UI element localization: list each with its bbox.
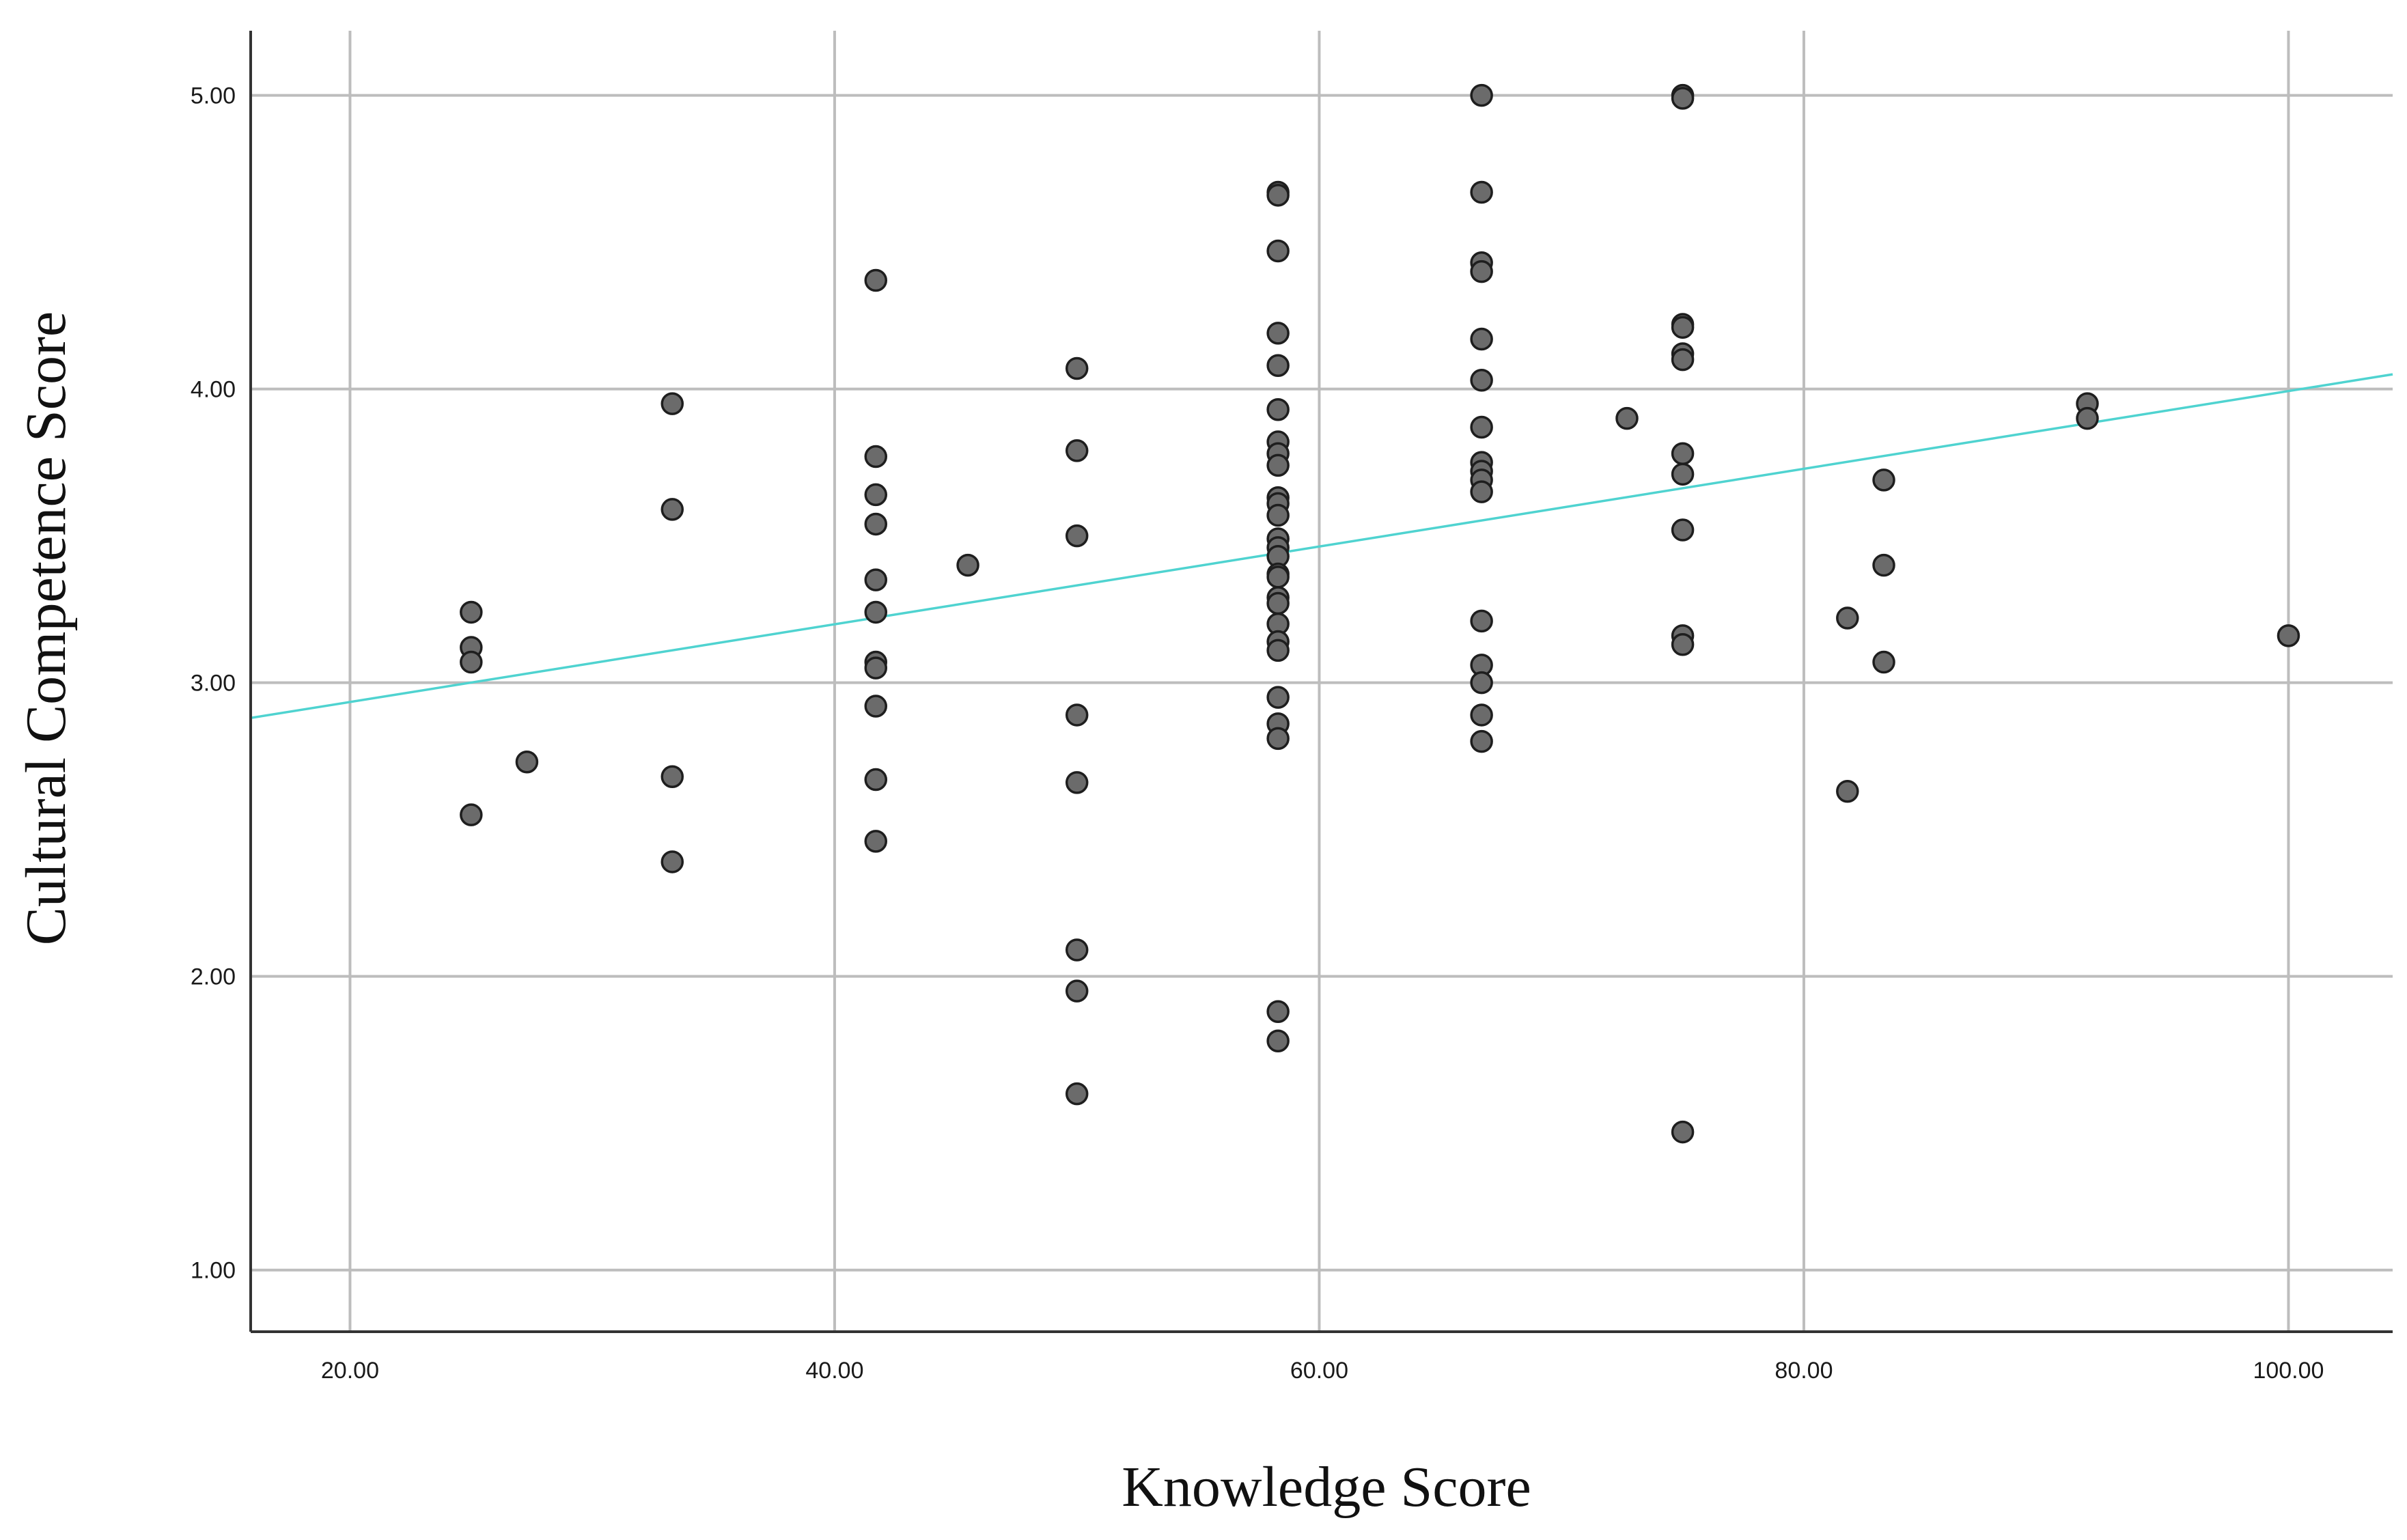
- data-point: [864, 656, 888, 680]
- data-point: [660, 498, 684, 521]
- data-point: [1266, 453, 1290, 477]
- data-point: [1671, 316, 1695, 339]
- data-point: [660, 392, 684, 415]
- y-tick-label: 1.00: [191, 1258, 236, 1284]
- data-point: [1470, 415, 1493, 439]
- data-point: [1266, 686, 1290, 709]
- data-point: [864, 830, 888, 853]
- data-point: [660, 765, 684, 789]
- data-point: [864, 483, 888, 507]
- data-point: [515, 751, 539, 774]
- x-tick-labels: 20.00 40.00 60.00 80.00 100.00: [321, 1358, 2324, 1384]
- data-point: [1266, 1000, 1290, 1024]
- data-point: [1615, 406, 1639, 430]
- y-tick-labels: 1.00 2.00 3.00 4.00 5.00: [191, 83, 236, 1284]
- x-tick-label: 100.00: [2253, 1358, 2324, 1384]
- data-point: [460, 600, 483, 624]
- data-point: [1470, 368, 1493, 392]
- data-point: [1065, 439, 1089, 462]
- x-axis-title: Knowledge Score: [1122, 1455, 1531, 1519]
- data-point: [1470, 729, 1493, 753]
- data-point: [1671, 1120, 1695, 1144]
- data-point: [1470, 83, 1493, 107]
- x-tick-label: 40.00: [805, 1358, 863, 1384]
- data-point: [1671, 442, 1695, 465]
- data-point: [1266, 503, 1290, 527]
- data-point: [460, 803, 483, 826]
- data-point: [1671, 348, 1695, 372]
- data-point: [1836, 780, 1859, 803]
- data-point: [2277, 624, 2300, 647]
- data-point: [1266, 184, 1290, 207]
- data-point: [1065, 938, 1089, 962]
- data-point: [1065, 356, 1089, 380]
- data-point: [864, 768, 888, 792]
- data-point: [1065, 524, 1089, 548]
- data-point: [1470, 260, 1493, 283]
- data-point: [1470, 480, 1493, 503]
- data-point: [864, 445, 888, 468]
- data-point: [1266, 639, 1290, 662]
- data-point: [1836, 606, 1859, 630]
- data-point: [1671, 462, 1695, 486]
- fit-line-layer: [250, 373, 2393, 719]
- y-tick-label: 2.00: [191, 964, 236, 990]
- grid-lines: [251, 31, 2393, 1332]
- fit-line: [250, 373, 2393, 719]
- data-point: [1266, 354, 1290, 377]
- data-point: [1470, 703, 1493, 727]
- data-point: [1266, 397, 1290, 421]
- axes: [249, 31, 2393, 1333]
- data-point: [864, 600, 888, 624]
- data-point: [1065, 771, 1089, 794]
- data-point: [460, 650, 483, 674]
- data-point: [1266, 727, 1290, 751]
- y-tick-label: 3.00: [191, 671, 236, 697]
- data-point: [1872, 553, 1895, 577]
- data-point: [864, 695, 888, 718]
- data-point: [1671, 87, 1695, 110]
- data-point: [1266, 322, 1290, 345]
- data-point: [1470, 180, 1493, 204]
- data-point: [1872, 468, 1895, 492]
- y-axis-title: Cultural Competence Score: [14, 311, 78, 945]
- data-point: [1470, 609, 1493, 633]
- data-point: [956, 553, 979, 577]
- data-point: [660, 850, 684, 873]
- data-point: [1266, 1029, 1290, 1053]
- data-point: [1671, 632, 1695, 656]
- data-point: [1065, 1082, 1089, 1106]
- y-tick-label: 5.00: [191, 83, 236, 109]
- x-tick-label: 60.00: [1290, 1358, 1348, 1384]
- data-point: [1065, 703, 1089, 727]
- data-point: [864, 268, 888, 292]
- data-point: [1266, 591, 1290, 615]
- data-point: [2076, 406, 2099, 430]
- y-tick-label: 4.00: [191, 377, 236, 403]
- data-points: [460, 83, 2300, 1144]
- x-tick-label: 80.00: [1775, 1358, 1833, 1384]
- data-point: [1872, 650, 1895, 674]
- x-tick-label: 20.00: [321, 1358, 379, 1384]
- data-point: [1065, 979, 1089, 1003]
- data-point: [1470, 327, 1493, 351]
- data-point: [1671, 518, 1695, 542]
- data-point: [864, 568, 888, 591]
- data-point: [864, 512, 888, 536]
- data-point: [1266, 239, 1290, 263]
- data-point: [1266, 565, 1290, 589]
- data-point: [1470, 671, 1493, 695]
